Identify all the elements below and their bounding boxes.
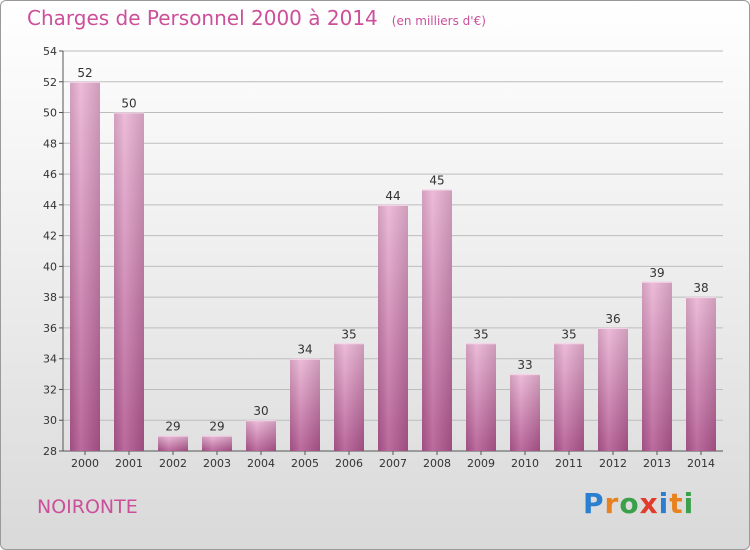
bar-shade-2000 [70, 81, 100, 452]
bar-shade-2004 [246, 420, 276, 451]
commune-name: NOIRONTE [37, 496, 138, 518]
x-tick-label: 2000 [71, 457, 99, 470]
bar-shade-2010 [510, 374, 540, 451]
bar-shade-2001 [114, 112, 144, 452]
x-tick-label: 2002 [159, 457, 187, 470]
bar-shade-2013 [642, 281, 672, 451]
y-tick-label: 54 [43, 45, 57, 58]
bar-shade-2002 [158, 435, 188, 451]
y-tick-label: 42 [43, 230, 57, 243]
value-label: 52 [77, 66, 92, 80]
value-label: 33 [517, 358, 532, 372]
y-tick-label: 30 [43, 414, 57, 427]
value-label: 45 [429, 173, 444, 187]
x-tick-label: 2008 [423, 457, 451, 470]
value-label: 35 [561, 327, 576, 341]
value-label: 29 [165, 420, 180, 434]
x-tick-label: 2004 [247, 457, 275, 470]
x-tick-label: 2007 [379, 457, 407, 470]
value-label: 44 [385, 189, 400, 203]
value-label: 35 [473, 327, 488, 341]
y-tick-label: 28 [43, 445, 57, 458]
x-tick-label: 2012 [599, 457, 627, 470]
bar-shade-2008 [422, 189, 452, 451]
value-label: 34 [297, 343, 312, 357]
bar-shade-2011 [554, 343, 584, 451]
chart-subtitle: (en milliers d'€) [391, 14, 486, 28]
bar-shade-2003 [202, 435, 232, 451]
y-tick-label: 44 [43, 199, 57, 212]
x-tick-label: 2006 [335, 457, 363, 470]
logo-letter: r [604, 487, 620, 520]
bar-shade-2012 [598, 327, 628, 451]
logo-letter: t [669, 487, 684, 520]
x-tick-label: 2013 [643, 457, 671, 470]
y-tick-label: 48 [43, 137, 57, 150]
proxiti-logo: Proxiti [583, 487, 694, 520]
y-tick-label: 34 [43, 353, 57, 366]
value-label: 35 [341, 327, 356, 341]
y-tick-label: 50 [43, 107, 57, 120]
bar-shade-2009 [466, 343, 496, 451]
x-tick-label: 2005 [291, 457, 319, 470]
y-tick-label: 32 [43, 383, 57, 396]
value-label: 29 [209, 420, 224, 434]
logo-letter: x [639, 487, 659, 520]
bar-shade-2006 [334, 343, 364, 451]
x-tick-label: 2010 [511, 457, 539, 470]
bar-shade-2007 [378, 204, 408, 451]
value-label: 36 [605, 312, 620, 326]
bar-shade-2014 [686, 297, 716, 451]
chart-title: Charges de Personnel 2000 à 2014 (en mill… [27, 6, 486, 30]
x-tick-label: 2003 [203, 457, 231, 470]
x-tick-label: 2009 [467, 457, 495, 470]
y-tick-label: 46 [43, 168, 57, 181]
x-tick-label: 2001 [115, 457, 143, 470]
y-tick-label: 52 [43, 76, 57, 89]
y-tick-label: 36 [43, 322, 57, 335]
value-label: 38 [693, 281, 708, 295]
value-label: 50 [121, 97, 136, 111]
value-label: 30 [253, 404, 268, 418]
logo-letter: i [683, 487, 695, 520]
bar-shade-2005 [290, 358, 320, 451]
y-tick-label: 38 [43, 291, 57, 304]
value-label: 39 [649, 266, 664, 280]
y-tick-label: 40 [43, 260, 57, 273]
logo-letter: o [619, 487, 640, 520]
x-tick-label: 2014 [687, 457, 715, 470]
chart-title-text: Charges de Personnel 2000 à 2014 [27, 6, 378, 30]
logo-letter: P [583, 487, 605, 520]
x-tick-label: 2011 [555, 457, 583, 470]
logo-letter: i [658, 487, 670, 520]
